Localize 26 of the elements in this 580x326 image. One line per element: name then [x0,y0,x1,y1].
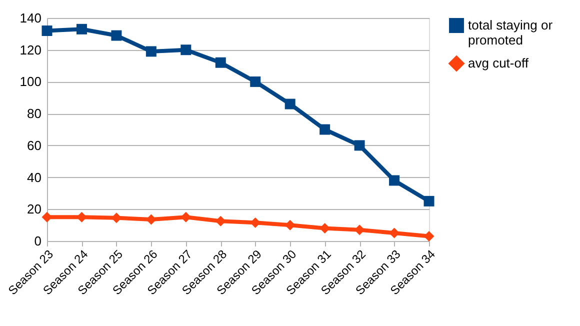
y-tick-label: 120 [20,42,42,58]
point [146,46,156,57]
point [215,57,226,68]
point [111,30,122,41]
y-tick-label: 80 [27,106,42,122]
y-tick-label: 100 [20,74,42,90]
y-tick-label: 60 [27,138,42,153]
point [42,26,52,36]
y-tick-label: 40 [27,170,42,185]
y-tick-label: 20 [27,202,42,217]
y-tick-label: 0 [34,234,42,248]
point [354,140,365,151]
point [180,212,192,222]
point [215,216,226,226]
point [424,230,434,242]
point [180,44,192,56]
point [76,24,87,34]
legend-label: total staying or promoted [468,18,554,48]
y-tick-label: 140 [20,10,42,26]
point [284,98,296,110]
point [424,196,434,206]
point [284,220,296,230]
legend-label: avg cut-off [468,56,529,70]
point [250,76,261,87]
point [320,124,330,135]
point [389,175,400,186]
